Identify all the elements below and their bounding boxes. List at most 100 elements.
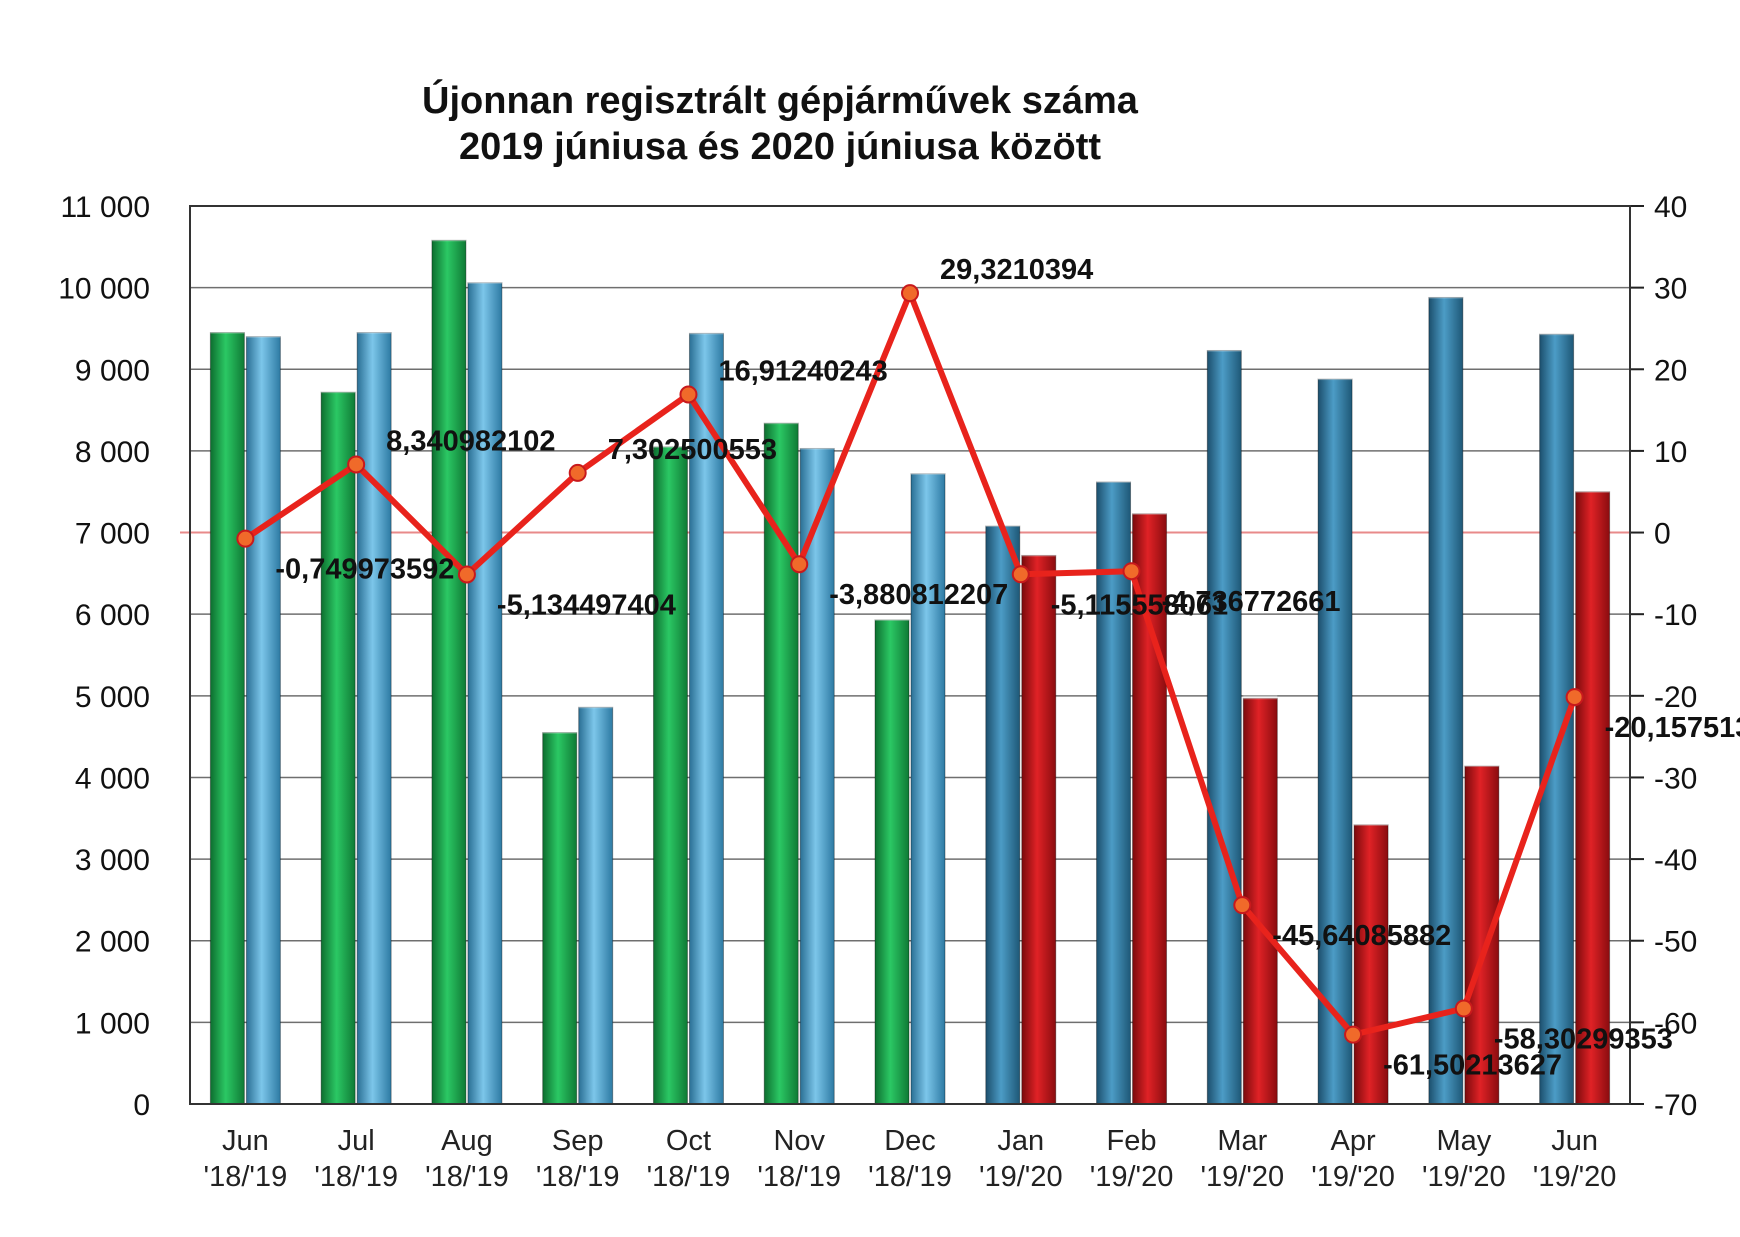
x-axis-month-label: Jan	[997, 1125, 1044, 1157]
bar-top-highlight	[578, 704, 613, 709]
line-data-label: -58,30299353	[1494, 1024, 1673, 1056]
line-point	[790, 555, 809, 574]
bar-series-2	[245, 336, 281, 1105]
bar-top-highlight	[1096, 478, 1131, 483]
chart-title-line2: 2019 júniusa és 2020 júniusa között	[458, 126, 1102, 168]
bar-series-2	[467, 282, 503, 1105]
bar-top-highlight	[1464, 763, 1499, 768]
line-point	[901, 284, 919, 303]
bar-top-highlight	[467, 279, 502, 284]
right-axis-tick-label: 10	[1654, 436, 1687, 469]
bar-top-highlight	[1575, 488, 1610, 493]
x-axis-period-label: '18/'19	[314, 1161, 398, 1193]
right-axis-tick-label: -30	[1654, 762, 1697, 795]
bar-series-1	[542, 732, 578, 1105]
bar-top-highlight	[764, 420, 799, 425]
x-axis-period-label: '18/'19	[868, 1161, 952, 1193]
line-data-label: 29,3210394	[940, 254, 1093, 286]
x-axis-period-label: '18/'19	[204, 1161, 288, 1193]
bar-series-2	[1021, 554, 1057, 1105]
x-axis-month-label: Sep	[552, 1125, 604, 1157]
x-axis-period-label: '19/'20	[1200, 1161, 1284, 1193]
right-axis-tick-label: -70	[1654, 1089, 1697, 1122]
line-data-label: -5,134497404	[497, 589, 676, 621]
bar-top-highlight	[431, 237, 466, 242]
bar-top-highlight	[1243, 695, 1278, 700]
line-point	[1344, 1025, 1363, 1044]
x-axis-period-label: '18/'19	[647, 1161, 731, 1193]
x-axis-month-label: Apr	[1331, 1125, 1376, 1157]
right-axis-tick-label: -50	[1654, 926, 1697, 959]
axis-layer: 0 1 000 2 000 3 000 4 000 5 000 6 000 7 000 8 00…	[58, 191, 1697, 1193]
line-data-label: -0,749973592	[275, 554, 454, 586]
bar-top-highlight	[1021, 552, 1056, 557]
left-axis-tick-label: 10 000	[58, 273, 150, 306]
x-axis-period-label: '19/'20	[1090, 1161, 1174, 1193]
x-axis-period-label: '19/'20	[979, 1161, 1063, 1193]
right-axis-tick-label: -10	[1654, 599, 1697, 632]
x-axis-month-label: May	[1436, 1125, 1491, 1157]
bar-top-highlight	[1539, 331, 1574, 336]
right-axis-tick-label: -40	[1654, 844, 1697, 877]
bar-series-1	[1428, 296, 1464, 1105]
bar-series-2	[1132, 513, 1168, 1105]
bar-series-2	[1575, 491, 1611, 1105]
bar-series-2	[1464, 765, 1500, 1105]
left-axis-tick-label: 5 000	[75, 681, 150, 714]
bar-top-highlight	[357, 329, 392, 334]
x-axis-month-label: Jun	[222, 1125, 269, 1157]
chart-title-line1: Újonnan regisztrált gépjárművek száma	[422, 80, 1138, 122]
bar-top-highlight	[1354, 821, 1389, 826]
line-data-label: -5,115558061	[1051, 589, 1228, 621]
line-data-label: -3,880812207	[829, 579, 1008, 611]
plot-area-border	[189, 205, 1631, 1105]
bar-top-highlight	[1132, 510, 1167, 515]
line-data-label: -45,64085882	[1272, 920, 1451, 952]
x-axis-month-label: Mar	[1217, 1125, 1267, 1157]
left-axis-tick-label: 6 000	[75, 599, 150, 632]
right-axis-tick-label: -60	[1654, 1007, 1697, 1040]
bar-series-1	[320, 391, 356, 1105]
x-axis-period-label: '18/'19	[757, 1161, 841, 1193]
left-axis-tick-label: 9 000	[75, 354, 150, 387]
line-point	[1454, 999, 1473, 1018]
x-axis-month-label: Nov	[773, 1125, 825, 1157]
bar-top-highlight	[542, 729, 577, 734]
x-axis-month-label: Jun	[1551, 1125, 1598, 1157]
x-axis-month-label: Oct	[666, 1125, 711, 1157]
left-axis-tick-label: 8 000	[75, 436, 150, 469]
bar-series-1	[431, 239, 467, 1105]
bar-series-1	[1206, 349, 1242, 1105]
right-axis-tick-label: 40	[1654, 191, 1687, 224]
line-point	[1122, 562, 1141, 581]
bar-series-2	[1353, 824, 1389, 1105]
line-data-label: 16,91240243	[718, 355, 887, 387]
x-axis-month-label: Feb	[1107, 1125, 1157, 1157]
bar-top-highlight	[911, 470, 945, 475]
bar-series-2	[688, 332, 724, 1105]
line-point	[679, 385, 698, 404]
line-point	[236, 529, 255, 548]
line-point	[568, 463, 587, 482]
left-axis-tick-label: 1 000	[75, 1007, 150, 1040]
left-axis-tick-label: 2 000	[75, 926, 150, 959]
right-axis-tick-label: 0	[1654, 518, 1671, 551]
x-axis-period-label: '19/'20	[1422, 1161, 1506, 1193]
bar-top-highlight	[875, 616, 909, 621]
x-axis-period-label: '19/'20	[1533, 1161, 1617, 1193]
x-axis-period-label: '18/'19	[536, 1161, 620, 1193]
line-point	[347, 455, 366, 474]
bar-top-highlight	[321, 389, 356, 394]
bar-series-2	[799, 447, 835, 1105]
bar-series-1	[874, 619, 910, 1105]
bar-series-1	[1317, 378, 1353, 1105]
bar-top-highlight	[1318, 376, 1353, 381]
left-axis-tick-label: 0	[133, 1089, 150, 1122]
bar-top-highlight	[689, 330, 724, 335]
line-data-label: -4,736772661	[1162, 586, 1341, 618]
bar-top-highlight	[246, 333, 281, 338]
line-data-label: -20,15751384	[1605, 712, 1740, 744]
bar-top-highlight	[800, 445, 835, 450]
left-axis-tick-label: 11 000	[60, 191, 150, 224]
